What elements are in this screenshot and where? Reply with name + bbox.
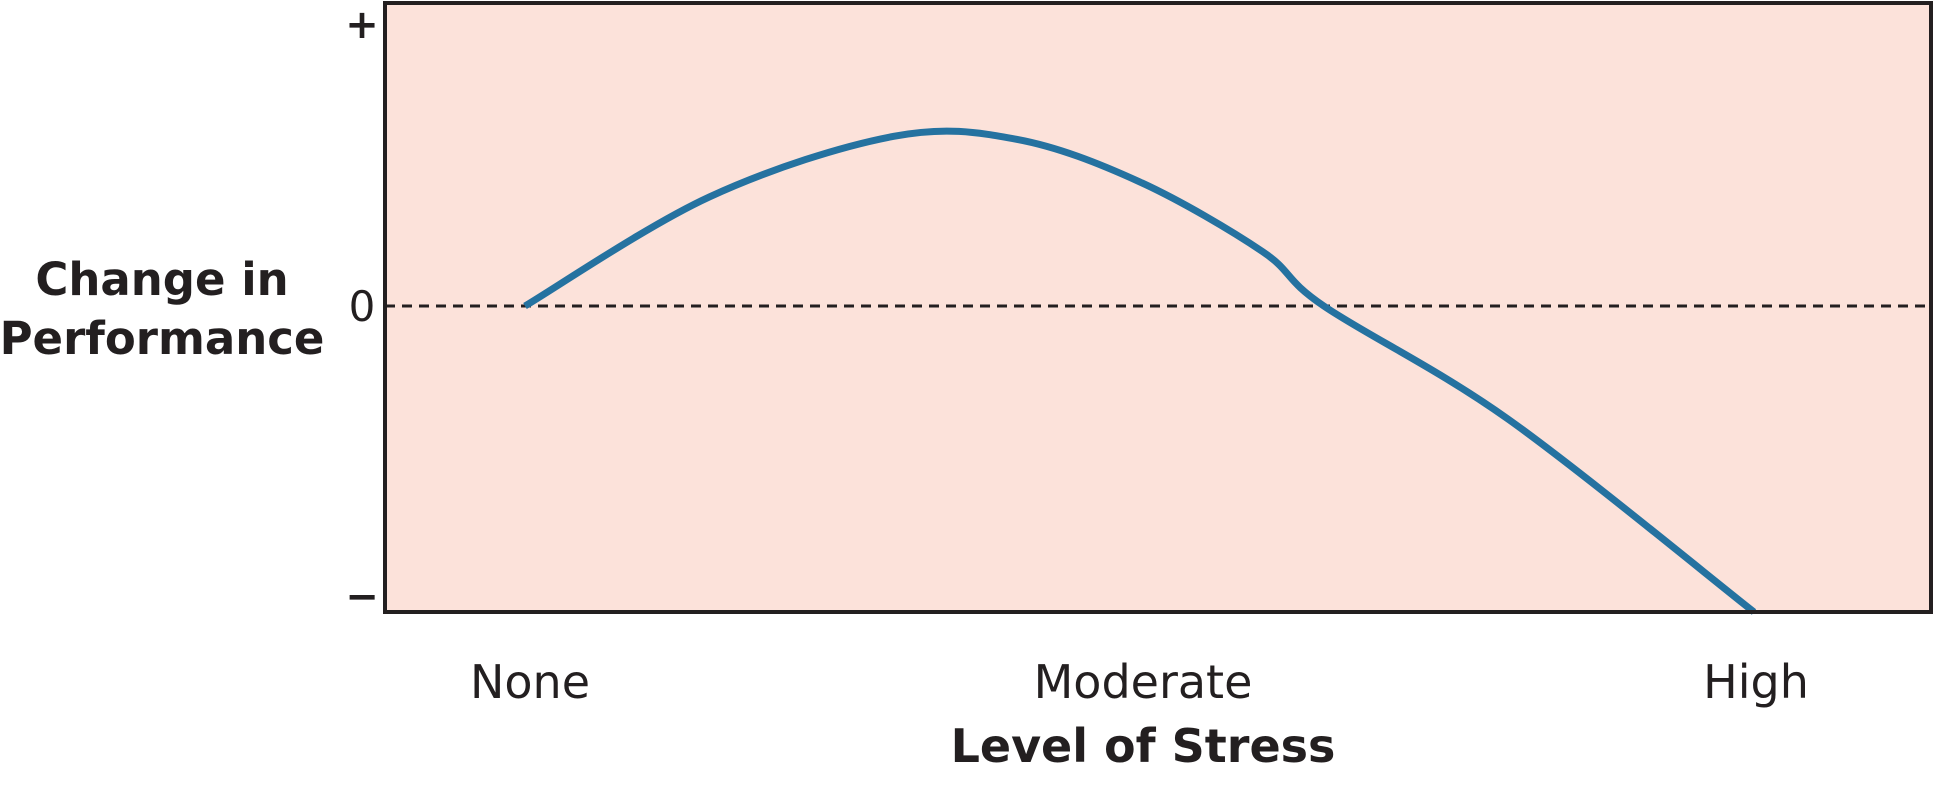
- x-tick-high: High: [1703, 655, 1809, 709]
- plot-frame: [383, 1, 1933, 614]
- x-axis-label: Level of Stress: [951, 719, 1336, 773]
- y-tick-minus: −: [345, 574, 379, 620]
- y-axis-label-line-2: Performance: [0, 312, 324, 365]
- y-tick-zero: 0: [349, 282, 376, 331]
- y-tick-plus: +: [345, 2, 379, 48]
- performance-curve: [523, 127, 1757, 615]
- x-tick-moderate: Moderate: [1034, 655, 1253, 709]
- x-tick-none: None: [470, 655, 590, 709]
- y-axis-label-line-1: Change in: [35, 253, 288, 306]
